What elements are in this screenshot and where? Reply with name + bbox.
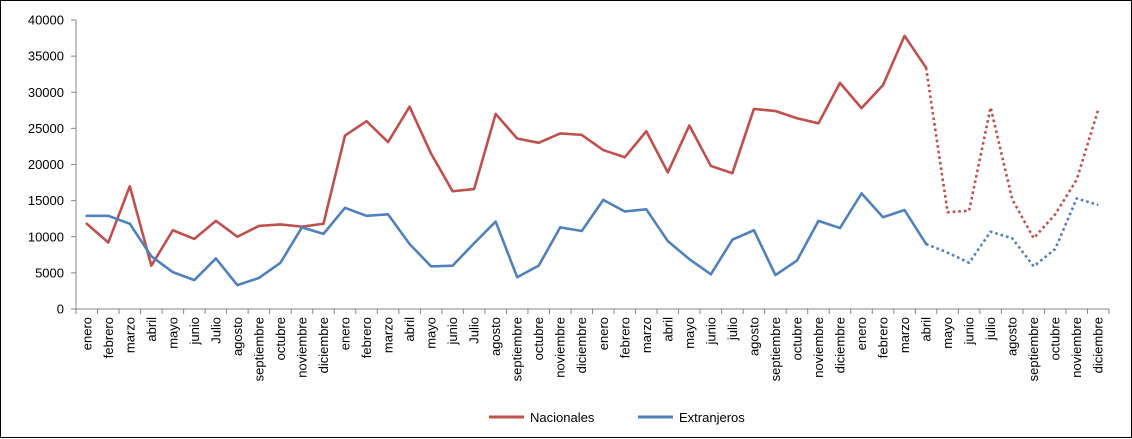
x-tick-label: junio xyxy=(962,317,977,345)
x-tick-label: julio xyxy=(983,317,998,341)
series-line-extranjeros xyxy=(85,192,928,287)
x-tick-label: noviembre xyxy=(294,317,309,378)
x-tick-label: mayo xyxy=(424,317,439,349)
x-tick-label: agosto xyxy=(1005,317,1020,356)
x-tick-label: octubre xyxy=(273,317,288,360)
y-tick-label: 35000 xyxy=(28,49,64,64)
y-tick-label: 10000 xyxy=(28,229,64,244)
x-tick-label: agosto xyxy=(230,317,245,356)
y-tick-label: 20000 xyxy=(28,157,64,172)
chart-legend: Nacionales Extranjeros xyxy=(489,410,745,425)
y-tick-label: 5000 xyxy=(35,265,64,280)
x-tick-label: abril xyxy=(919,317,934,342)
x-tick-label: julio xyxy=(725,317,740,341)
x-tick-label: febrero xyxy=(617,317,632,358)
x-tick-label: marzo xyxy=(122,317,137,353)
legend-label-extranjeros: Extranjeros xyxy=(679,410,745,425)
y-tick-label: 25000 xyxy=(28,121,64,136)
x-tick-label: mayo xyxy=(940,317,955,349)
y-tick-label: 30000 xyxy=(28,85,64,100)
y-axis-ticks: 0 5000 10000 15000 20000 25000 30000 35000 40000 xyxy=(28,13,76,317)
x-tick-label: agosto xyxy=(488,317,503,356)
x-tick-label: enero xyxy=(338,317,353,350)
x-tick-label: septiembre xyxy=(251,317,266,381)
x-tick-label: junio xyxy=(187,317,202,345)
x-tick-label: octubre xyxy=(789,317,804,360)
x-tick-label: abril xyxy=(660,317,675,342)
y-tick-label: 40000 xyxy=(28,13,64,28)
series-projection-extranjeros xyxy=(925,197,1099,268)
x-tick-label: enero xyxy=(596,317,611,350)
x-tick-label: diciembre xyxy=(316,317,331,373)
x-tick-label: marzo xyxy=(381,317,396,353)
y-tick-label: 15000 xyxy=(28,193,64,208)
legend-label-nacionales: Nacionales xyxy=(530,410,595,425)
x-tick-label: junio xyxy=(703,317,718,345)
x-tick-label: mayo xyxy=(165,317,180,349)
series-layer xyxy=(85,34,1100,287)
x-tick-label: abril xyxy=(144,317,159,342)
x-tick-label: noviembre xyxy=(1069,317,1084,378)
x-tick-label: enero xyxy=(79,317,94,350)
x-tick-label: noviembre xyxy=(811,317,826,378)
x-tick-label: diciembre xyxy=(1091,317,1106,373)
x-tick-label: febrero xyxy=(876,317,891,358)
y-tick-label: 0 xyxy=(57,302,64,317)
x-tick-label: diciembre xyxy=(574,317,589,373)
x-axis-ticks: enero febrero marzo abril mayo junio Julio agos… xyxy=(75,309,1110,381)
x-tick-label: septiembre xyxy=(510,317,525,381)
x-tick-label: Julio xyxy=(467,317,482,344)
series-line-nacionales xyxy=(85,34,928,267)
x-tick-label: octubre xyxy=(1048,317,1063,360)
chart-axes xyxy=(75,20,1109,310)
x-tick-label: septiembre xyxy=(1026,317,1041,381)
x-tick-label: abril xyxy=(402,317,417,342)
x-tick-label: Julio xyxy=(208,317,223,344)
x-tick-label: octubre xyxy=(531,317,546,360)
x-tick-label: agosto xyxy=(746,317,761,356)
x-tick-label: junio xyxy=(445,317,460,345)
x-tick-label: mayo xyxy=(682,317,697,349)
x-tick-label: diciembre xyxy=(832,317,847,373)
series-projection-nacionales xyxy=(924,67,1100,240)
x-tick-label: marzo xyxy=(897,317,912,353)
x-tick-label: enero xyxy=(854,317,869,350)
x-tick-label: septiembre xyxy=(768,317,783,381)
x-tick-label: febrero xyxy=(101,317,116,358)
x-tick-label: febrero xyxy=(359,317,374,358)
x-tick-label: noviembre xyxy=(553,317,568,378)
x-tick-label: marzo xyxy=(639,317,654,353)
